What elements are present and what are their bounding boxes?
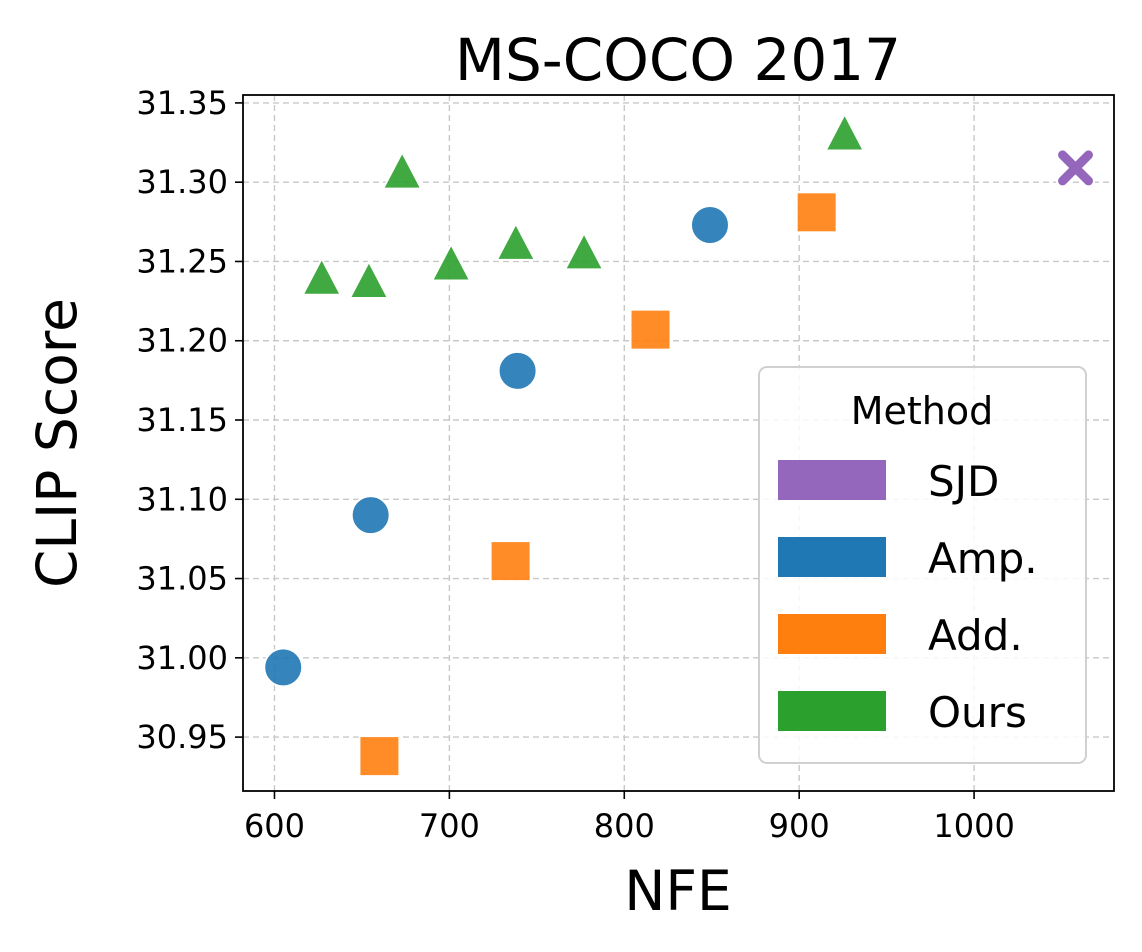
y-tick-label: 31.30 <box>136 163 228 201</box>
y-tick-label: 31.10 <box>136 480 228 518</box>
x-tick-label: 600 <box>244 807 305 845</box>
y-tick-label: 31.20 <box>136 322 228 360</box>
point-square-marker <box>489 540 532 583</box>
legend: Method SJD Amp. Add. Ours <box>758 366 1087 764</box>
x-tick-label: 900 <box>769 807 830 845</box>
y-axis-label: CLIP Score <box>25 298 89 588</box>
x-tick-label: 1000 <box>933 807 1014 845</box>
point-triangle-marker <box>381 150 423 190</box>
point-triangle-marker <box>824 112 866 152</box>
y-axis-ticks: 30.95 31.00 31.05 31.10 31.15 31.20 31.25 31.30… <box>136 84 243 756</box>
legend-swatch <box>778 614 886 654</box>
y-tick-label: 30.95 <box>136 718 228 756</box>
point-triangle-marker <box>563 230 605 271</box>
legend-title: Method <box>851 389 994 433</box>
data-points <box>263 112 1096 778</box>
point-square-marker <box>629 308 672 351</box>
legend-swatch <box>778 460 886 500</box>
legend-label: Amp. <box>928 534 1038 583</box>
y-tick-label: 31.25 <box>136 242 228 280</box>
point-circle-marker <box>263 647 304 688</box>
legend-label: Add. <box>928 611 1023 660</box>
legend-entries: SJD Amp. Add. Ours <box>778 457 1038 737</box>
point-square-marker <box>795 191 838 234</box>
point-triangle-marker <box>430 242 472 282</box>
y-tick-label: 31.35 <box>136 84 228 122</box>
chart-title: MS-COCO 2017 <box>455 26 901 94</box>
legend-swatch <box>778 537 886 577</box>
point-circle-marker <box>497 350 538 391</box>
x-tick-label: 700 <box>419 807 480 845</box>
point-triangle-marker <box>348 259 390 299</box>
point-circle-marker <box>689 205 730 246</box>
point-x-marker <box>1056 148 1096 188</box>
x-axis-ticks: 600 700 800 900 1000 <box>244 791 1015 845</box>
plot-frame <box>242 94 1115 792</box>
point-square-marker <box>358 735 401 778</box>
point-triangle-marker <box>495 221 537 261</box>
y-tick-label: 31.05 <box>136 560 228 598</box>
point-triangle-marker <box>301 256 343 296</box>
legend-label: Ours <box>928 688 1027 737</box>
legend-label: SJD <box>928 457 999 506</box>
y-tick-label: 31.00 <box>136 639 228 677</box>
point-circle-marker <box>350 495 391 536</box>
x-tick-label: 800 <box>594 807 655 845</box>
legend-swatch <box>778 691 886 731</box>
y-tick-label: 31.15 <box>136 401 228 439</box>
x-axis-label: NFE <box>624 859 732 923</box>
